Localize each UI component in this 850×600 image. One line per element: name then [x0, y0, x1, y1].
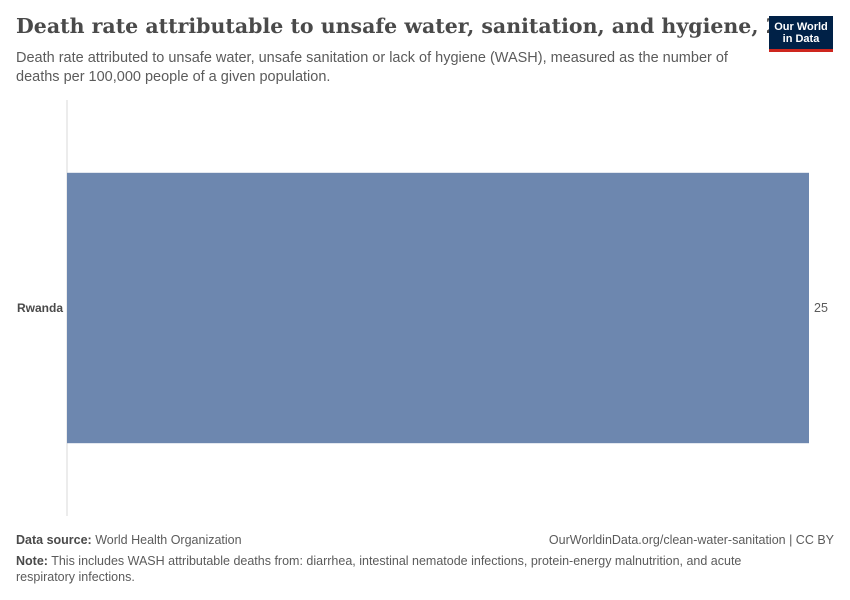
note-label: Note: — [16, 554, 48, 568]
logo-line-1: Our World — [774, 21, 828, 33]
bar-rwanda[interactable] — [67, 172, 809, 444]
source-url[interactable]: OurWorldinData.org/clean-water-sanitatio… — [548, 533, 834, 547]
chart-note: Note: This includes WASH attributable de… — [16, 553, 796, 585]
data-source-label: Data source: — [16, 533, 92, 547]
category-label: Rwanda — [17, 301, 63, 315]
chart-subtitle: Death rate attributed to unsafe water, u… — [16, 50, 728, 85]
data-source: Data source: World Health Organization — [16, 533, 242, 547]
value-label: 25 — [814, 301, 828, 315]
data-source-value[interactable]: World Health Organization — [95, 533, 242, 547]
logo-line-2: in Data — [782, 33, 820, 45]
note-text: This includes WASH attributable deaths f… — [16, 554, 742, 584]
owid-logo[interactable]: Our World in Data — [769, 16, 833, 52]
bars-group: Rwanda 25 — [17, 172, 828, 444]
chart-title: Death rate attributable to unsafe water,… — [16, 14, 823, 38]
